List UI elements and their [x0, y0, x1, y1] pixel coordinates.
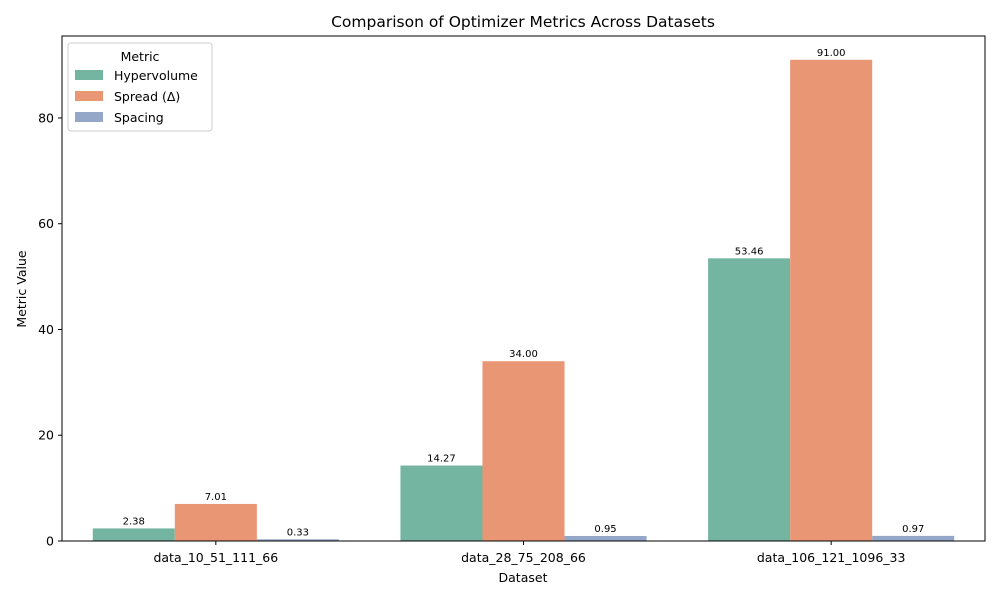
- y-tick-label-4: 80: [38, 110, 54, 125]
- axes-layer: 0 20 40 60 80 data_10_51_111_66 data_28_75_208…: [38, 35, 986, 565]
- bar-0-0: [92, 528, 175, 541]
- bar-0-2: [708, 258, 791, 541]
- y-tick-label-2: 40: [38, 322, 54, 337]
- bar-2-2: [872, 535, 955, 541]
- bar-2-1: [564, 535, 647, 541]
- bar-0-1: [400, 465, 483, 541]
- data-label-2-2: 0.97: [902, 524, 924, 535]
- legend: Metric Hypervolume Spread (Δ) Spacing: [67, 42, 213, 132]
- x-tick-label-2: data_106_121_1096_33: [757, 550, 906, 565]
- bar-1-2: [790, 59, 873, 542]
- data-label-0-1: 14.27: [427, 454, 456, 465]
- bar-2-0: [256, 539, 339, 541]
- y-tick-label-3: 60: [38, 216, 54, 231]
- data-label-2-0: 0.33: [287, 527, 309, 538]
- legend-swatch-0: [75, 70, 103, 80]
- data-label-0-2: 53.46: [735, 246, 764, 257]
- data-label-1-1: 34.00: [509, 349, 538, 360]
- x-tick-label-1: data_28_75_208_66: [461, 550, 586, 565]
- legend-label-1: Spread (Δ): [114, 89, 180, 104]
- legend-swatch-1: [75, 91, 103, 101]
- x-tick-label-0: data_10_51_111_66: [153, 550, 278, 565]
- y-tick-label-0: 0: [46, 534, 54, 549]
- x-axis-label: Dataset: [499, 570, 548, 585]
- data-labels-layer: 2.38 14.27 53.46 7.01 34.00 91.00 0.33 0.95 0.97: [123, 48, 925, 538]
- y-tick-label-1: 20: [38, 428, 54, 443]
- legend-swatch-2: [75, 112, 103, 122]
- legend-box: [67, 42, 213, 132]
- y-axis-label: Metric Value: [14, 250, 29, 327]
- bar-1-1: [482, 361, 565, 541]
- bar-1-0: [174, 503, 257, 541]
- legend-label-0: Hypervolume: [114, 68, 198, 83]
- data-label-1-2: 91.00: [817, 48, 846, 59]
- legend-title: Metric: [121, 49, 160, 64]
- chart-title: Comparison of Optimizer Metrics Across D…: [331, 13, 715, 31]
- data-label-1-0: 7.01: [205, 492, 227, 503]
- legend-label-2: Spacing: [114, 110, 164, 125]
- data-label-2-1: 0.95: [594, 524, 616, 535]
- bars-layer: [92, 59, 955, 542]
- data-label-0-0: 2.38: [123, 516, 145, 527]
